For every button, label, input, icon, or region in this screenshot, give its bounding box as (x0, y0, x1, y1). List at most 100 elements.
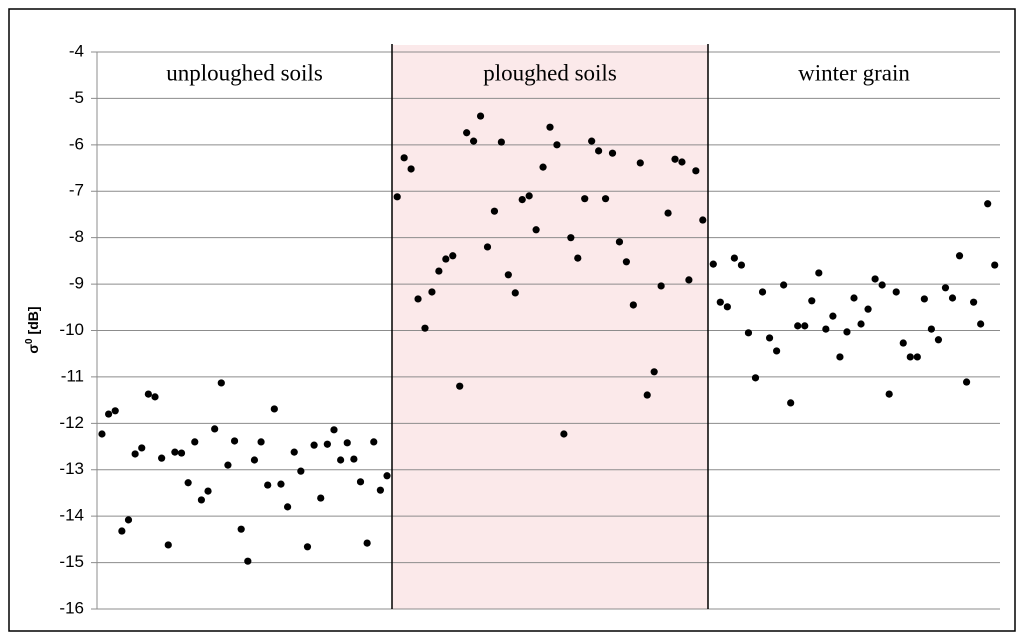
point (664, 209, 672, 217)
point (892, 288, 900, 296)
point (808, 297, 816, 305)
point (303, 543, 312, 551)
y-tick-label: -4 (69, 41, 84, 60)
y-tick-label: -9 (69, 274, 84, 293)
point (567, 234, 575, 242)
point (290, 448, 298, 456)
point (158, 454, 166, 462)
point (330, 426, 338, 434)
point (815, 269, 823, 277)
point (414, 295, 422, 303)
point (98, 430, 106, 438)
point (601, 195, 610, 203)
point (217, 379, 225, 387)
point (948, 294, 957, 302)
point (421, 324, 429, 332)
y-tick-label: -5 (69, 88, 84, 107)
point (184, 479, 192, 487)
point (191, 438, 199, 446)
point (765, 334, 774, 342)
point (787, 399, 795, 407)
point (622, 258, 630, 266)
point (843, 328, 851, 336)
y-tick-label: -10 (59, 320, 84, 339)
point (857, 320, 865, 328)
frame (8, 8, 1016, 632)
point (124, 516, 133, 524)
point (913, 353, 921, 361)
point (984, 200, 992, 208)
point (553, 141, 561, 149)
point (428, 288, 436, 296)
point (144, 390, 152, 398)
point (400, 154, 408, 162)
point (323, 440, 331, 448)
point (636, 159, 644, 167)
point (442, 255, 450, 263)
grid (91, 44, 1000, 610)
point (511, 289, 519, 297)
point (962, 378, 971, 386)
point (546, 123, 554, 131)
point (977, 320, 985, 328)
point (350, 455, 358, 463)
point (864, 305, 872, 313)
point (393, 193, 401, 201)
point (204, 487, 212, 495)
y-tick-label: -6 (69, 134, 84, 153)
point (906, 353, 914, 361)
point (657, 282, 665, 290)
point (608, 149, 617, 157)
point (171, 448, 179, 456)
point (497, 138, 505, 146)
point (138, 444, 146, 452)
point (678, 158, 686, 166)
point (615, 238, 624, 246)
points (98, 112, 999, 565)
y-tick-label: -8 (69, 227, 84, 246)
point (435, 267, 443, 275)
point (730, 254, 738, 262)
region-label: winter grain (798, 60, 910, 85)
y-label-symbol: σ (25, 344, 41, 354)
point (370, 438, 378, 446)
point (270, 405, 278, 413)
point (991, 261, 999, 269)
point (490, 207, 499, 215)
point (376, 486, 384, 494)
point (773, 347, 781, 355)
y-axis-label: σ0 [dB] (24, 306, 41, 353)
point (643, 391, 651, 399)
region-backgrounds (97, 45, 1000, 609)
point (151, 393, 159, 401)
point (574, 254, 582, 262)
point (483, 243, 492, 251)
y-tick-label: -7 (69, 181, 84, 200)
point (885, 390, 893, 398)
point (539, 163, 547, 171)
point (310, 441, 318, 449)
point (836, 353, 844, 361)
point (257, 438, 265, 446)
point (758, 288, 767, 296)
point (131, 450, 139, 458)
point (941, 284, 950, 292)
point (337, 456, 345, 464)
point (383, 472, 391, 480)
y-label-superscript: 0 (24, 338, 35, 344)
y-tick-label: -15 (59, 552, 84, 571)
point (581, 195, 589, 203)
point (504, 271, 512, 279)
point (588, 137, 596, 145)
point (449, 252, 457, 260)
point (560, 430, 568, 438)
point (463, 129, 471, 137)
point (927, 325, 935, 333)
point (737, 261, 746, 269)
region-label: unploughed soils (166, 60, 323, 85)
point (692, 167, 700, 175)
y-tick-label: -16 (59, 598, 84, 617)
point (317, 494, 325, 502)
point (744, 329, 753, 337)
point (356, 478, 365, 486)
